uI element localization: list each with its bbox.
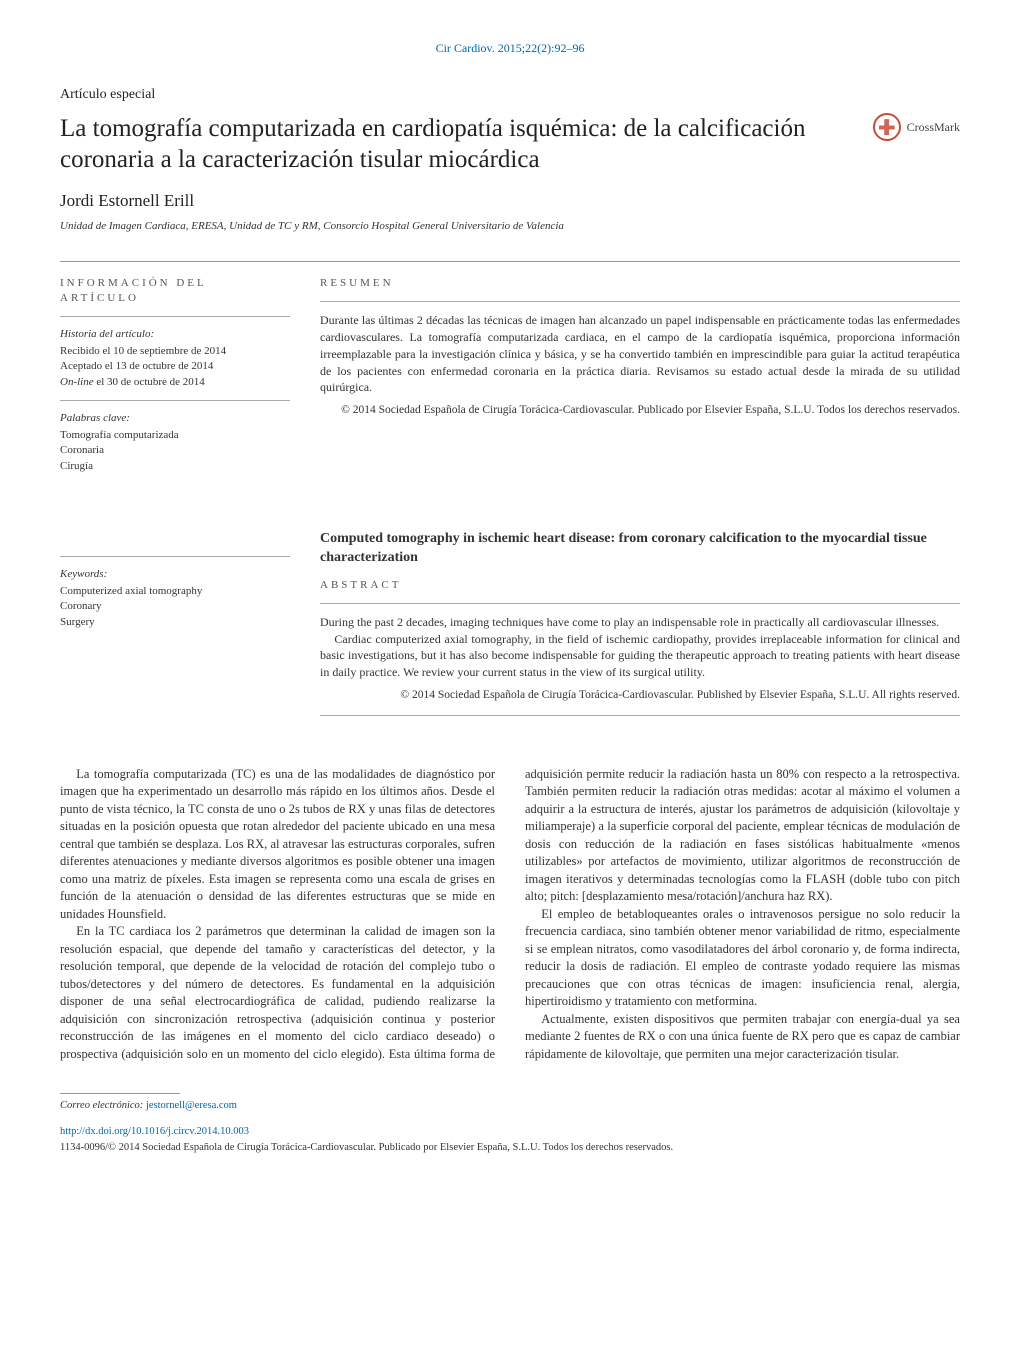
corresponding-email: Correo electrónico: jestornell@eresa.com xyxy=(60,1098,960,1114)
history-heading: Historia del artículo: xyxy=(60,327,290,342)
history-online: On-line el 30 de octubre de 2014 xyxy=(60,375,290,390)
doi-link[interactable]: http://dx.doi.org/10.1016/j.circv.2014.1… xyxy=(60,1126,249,1137)
body-paragraph: El empleo de betabloqueantes orales o in… xyxy=(525,906,960,1011)
page-footer: Correo electrónico: jestornell@eresa.com… xyxy=(60,1093,960,1155)
body-paragraph: La tomografía computarizada (TC) es una … xyxy=(60,766,495,924)
keywords-es-heading: Palabras clave: xyxy=(60,411,290,426)
body-paragraph: Actualmente, existen dispositivos que pe… xyxy=(525,1011,960,1064)
abstract-column-en: Computed tomography in ischemic heart di… xyxy=(320,506,960,726)
divider xyxy=(60,316,290,317)
divider xyxy=(60,556,290,557)
resumen-label: RESUMEN xyxy=(320,276,960,291)
keyword-en: Coronary xyxy=(60,599,290,614)
email-link[interactable]: jestornell@eresa.com xyxy=(146,1100,237,1111)
abstract-column: RESUMEN Durante las últimas 2 décadas la… xyxy=(320,276,960,474)
history-accepted: Aceptado el 13 de octubre de 2014 xyxy=(60,359,290,374)
keyword-en: Computerized axial tomography xyxy=(60,584,290,599)
crossmark-label: CrossMark xyxy=(907,119,960,135)
copyright-en: © 2014 Sociedad Española de Cirugía Torá… xyxy=(320,687,960,703)
title-row: La tomografía computarizada en cardiopat… xyxy=(60,113,960,176)
article-info-column: INFORMACIÓN DEL ARTÍCULO Historia del ar… xyxy=(60,276,290,474)
abstract-en-text: During the past 2 decades, imaging techn… xyxy=(320,614,960,681)
divider xyxy=(320,301,960,302)
info-abstract-block: INFORMACIÓN DEL ARTÍCULO Historia del ar… xyxy=(60,261,960,474)
keyword-en: Surgery xyxy=(60,615,290,630)
author-affiliation: Unidad de Imagen Cardiaca, ERESA, Unidad… xyxy=(60,219,960,234)
copyright-es: © 2014 Sociedad Española de Cirugía Torá… xyxy=(320,402,960,418)
divider xyxy=(320,715,960,716)
article-type: Artículo especial xyxy=(60,86,960,105)
keyword-es: Cirugía xyxy=(60,459,290,474)
crossmark-icon xyxy=(873,113,901,141)
keyword-es: Tomografía computarizada xyxy=(60,428,290,443)
keyword-es: Coronaria xyxy=(60,443,290,458)
article-body: La tomografía computarizada (TC) es una … xyxy=(60,766,960,1064)
footer-short-rule xyxy=(60,1093,180,1094)
issn-copyright: 1134-0096/© 2014 Sociedad Española de Ci… xyxy=(60,1140,960,1156)
article-title: La tomografía computarizada en cardiopat… xyxy=(60,113,873,176)
citation-header: Cir Cardiov. 2015;22(2):92–96 xyxy=(60,40,960,56)
history-received: Recibido el 10 de septiembre de 2014 xyxy=(60,344,290,359)
divider xyxy=(60,400,290,401)
keywords-en-heading: Keywords: xyxy=(60,567,290,582)
article-info-column-en: Keywords: Computerized axial tomography … xyxy=(60,506,290,726)
divider xyxy=(320,603,960,604)
crossmark-badge[interactable]: CrossMark xyxy=(873,113,960,141)
abstract-es-text: Durante las últimas 2 décadas las técnic… xyxy=(320,312,960,396)
abstract-en-title: Computed tomography in ischemic heart di… xyxy=(320,530,960,568)
info-section-label: INFORMACIÓN DEL ARTÍCULO xyxy=(60,276,290,306)
info-abstract-block-en: Keywords: Computerized axial tomography … xyxy=(60,492,960,726)
author-name: Jordi Estornell Erill xyxy=(60,190,960,213)
abstract-en-label: ABSTRACT xyxy=(320,578,960,593)
